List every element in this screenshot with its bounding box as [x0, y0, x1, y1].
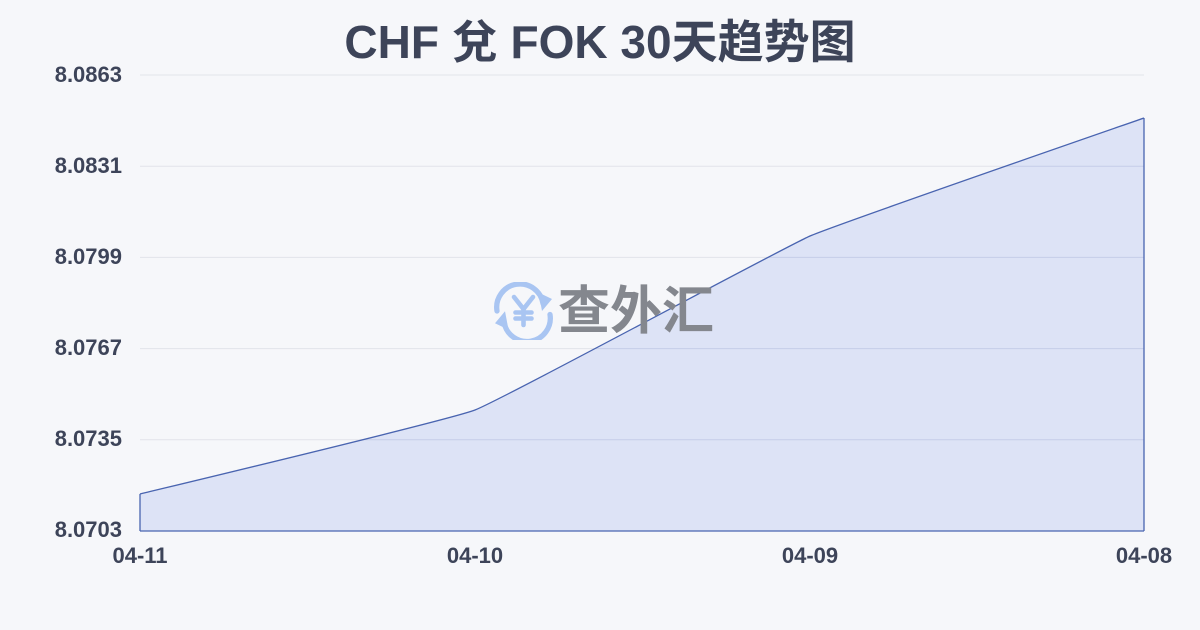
- svg-text:04-11: 04-11: [112, 543, 167, 568]
- svg-text:8.0767: 8.0767: [55, 335, 122, 360]
- svg-text:04-09: 04-09: [782, 543, 838, 568]
- svg-text:8.0799: 8.0799: [55, 244, 122, 269]
- svg-text:8.0863: 8.0863: [55, 62, 122, 87]
- svg-text:04-10: 04-10: [447, 543, 503, 568]
- svg-text:8.0703: 8.0703: [55, 517, 122, 542]
- svg-text:8.0735: 8.0735: [55, 426, 122, 451]
- svg-text:04-08: 04-08: [1116, 543, 1172, 568]
- svg-text:8.0831: 8.0831: [55, 153, 122, 178]
- svg-text:查外汇: 查外汇: [558, 283, 714, 340]
